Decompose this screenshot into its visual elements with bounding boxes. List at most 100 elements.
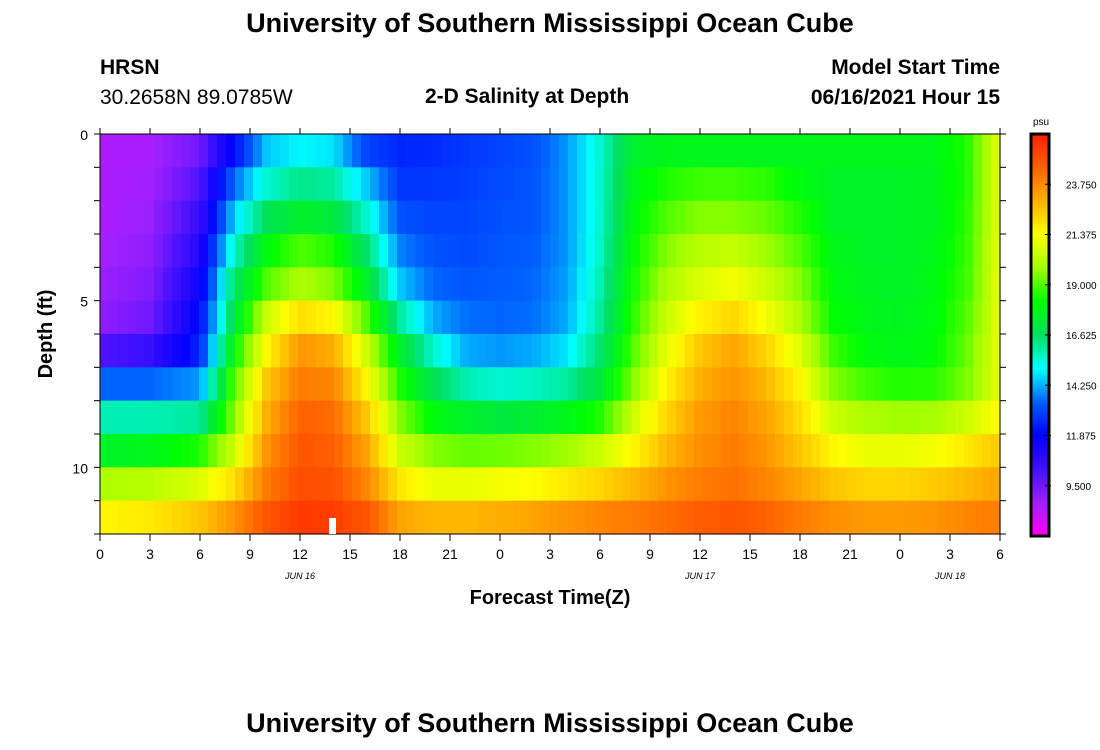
heatmap-cell (244, 467, 254, 502)
heatmap-cell (577, 334, 587, 368)
heatmap-cell (775, 234, 785, 268)
heatmap-cell (532, 234, 542, 268)
heatmap-cell (397, 300, 407, 335)
heatmap-cell (253, 300, 263, 335)
heatmap-cell (838, 400, 848, 435)
heatmap-cell (622, 500, 632, 535)
heatmap-cell (460, 500, 470, 535)
heatmap-cell (226, 300, 236, 335)
heatmap-cell (442, 500, 452, 535)
heatmap-cell (226, 400, 236, 435)
heatmap-cell (523, 267, 533, 302)
heatmap-cell (766, 200, 776, 235)
x-tick-label: 3 (146, 546, 154, 562)
heatmap-cell (874, 434, 884, 468)
heatmap-cell (208, 400, 218, 435)
heatmap-cell (784, 267, 794, 302)
heatmap-cell (208, 167, 218, 202)
heatmap-cell (658, 400, 668, 435)
heatmap-cell (667, 134, 677, 168)
heatmap-cell (658, 334, 668, 368)
heatmap-cell (127, 434, 137, 468)
heatmap-cell (649, 367, 659, 402)
heatmap-cell (541, 234, 551, 268)
heatmap-cell (955, 334, 965, 368)
heatmap-cell (424, 300, 434, 335)
heatmap-cell (739, 500, 749, 535)
heatmap-cell (676, 200, 686, 235)
heatmap-cell (946, 500, 956, 535)
heatmap-cell (541, 167, 551, 202)
heatmap-cell (892, 500, 902, 535)
heatmap-cell (289, 200, 299, 235)
heatmap-cell (271, 167, 281, 202)
heatmap-cell (757, 500, 767, 535)
heatmap-cell (811, 467, 821, 502)
heatmap-cell (352, 300, 362, 335)
heatmap-cell (973, 234, 983, 268)
heatmap-cell (163, 467, 173, 502)
heatmap-cell (937, 400, 947, 435)
heatmap-cell (955, 267, 965, 302)
heatmap-cell (505, 500, 515, 535)
heatmap-cell (964, 134, 974, 168)
heatmap-cell (712, 500, 722, 535)
heatmap-cell (874, 467, 884, 502)
heatmap-cell (298, 500, 308, 535)
heatmap-cell (937, 134, 947, 168)
heatmap-cell (361, 200, 371, 235)
heatmap-cell (928, 434, 938, 468)
heatmap-cell (496, 434, 506, 468)
heatmap-cell (298, 434, 308, 468)
x-tick-label: 3 (546, 546, 554, 562)
heatmap-cell (586, 200, 596, 235)
heatmap-cell (973, 200, 983, 235)
heatmap-cell (775, 200, 785, 235)
heatmap-cell (577, 167, 587, 202)
heatmap-cell (865, 300, 875, 335)
heatmap-cell (568, 434, 578, 468)
heatmap-cell (226, 267, 236, 302)
heatmap-cell (352, 400, 362, 435)
heatmap-cell (559, 234, 569, 268)
heatmap-cell (937, 434, 947, 468)
heatmap-cell (730, 267, 740, 302)
heatmap-cell (757, 367, 767, 402)
heatmap-cell (172, 334, 182, 368)
heatmap-cell (433, 200, 443, 235)
heatmap-cell (928, 367, 938, 402)
heatmap-cell (127, 200, 137, 235)
heatmap-cell (649, 134, 659, 168)
heatmap-cell (442, 134, 452, 168)
heatmap-cell (388, 200, 398, 235)
heatmap-cell (271, 334, 281, 368)
heatmap-cell (388, 167, 398, 202)
heatmap-cell (694, 467, 704, 502)
heatmap-cell (199, 467, 209, 502)
heatmap-cell (487, 234, 497, 268)
heatmap-cell (757, 267, 767, 302)
heatmap-cell (568, 300, 578, 335)
heatmap-cell (343, 300, 353, 335)
heatmap-cell (379, 234, 389, 268)
heatmap-cell (892, 167, 902, 202)
x-tick-label: 0 (896, 546, 904, 562)
x-tick-label: 9 (646, 546, 654, 562)
heatmap-cell (568, 367, 578, 402)
heatmap-cell (388, 434, 398, 468)
heatmap-cell (199, 334, 209, 368)
heatmap-cell (793, 334, 803, 368)
heatmap-cell (865, 234, 875, 268)
heatmap-cell (136, 200, 146, 235)
heatmap-cell (496, 367, 506, 402)
heatmap-cell (109, 334, 119, 368)
heatmap-cell (541, 267, 551, 302)
heatmap-cell (388, 500, 398, 535)
heatmap-cell (532, 134, 542, 168)
heatmap-cell (262, 367, 272, 402)
heatmap-cell (262, 267, 272, 302)
heatmap-cell (730, 200, 740, 235)
heatmap-cell (847, 200, 857, 235)
heatmap-cell (388, 300, 398, 335)
heatmap-cell (325, 500, 335, 535)
